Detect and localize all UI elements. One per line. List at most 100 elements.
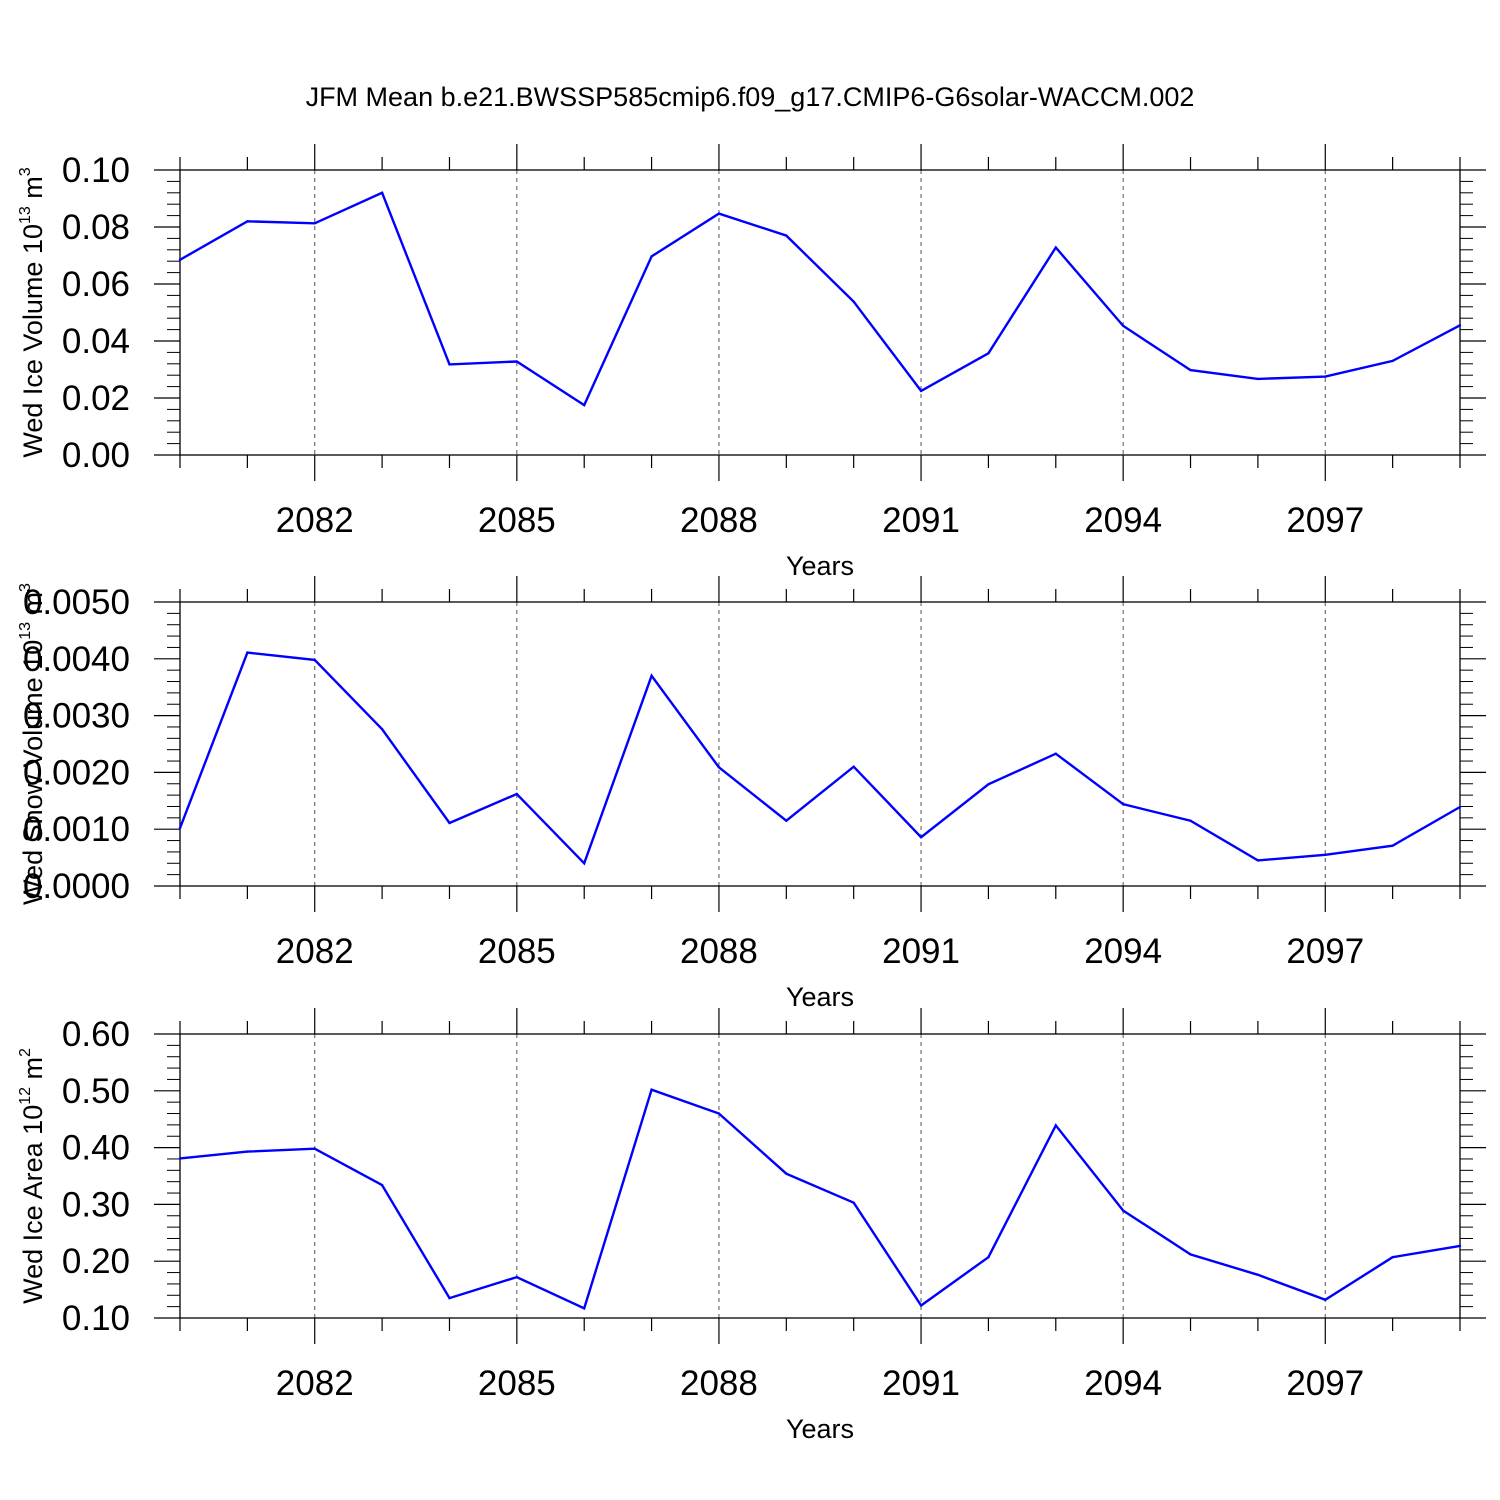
data-point: [583, 862, 586, 865]
y-axis-title: Wed Ice Area 1012 m2: [17, 1048, 48, 1304]
data-point: [313, 222, 316, 225]
data-point: [919, 1304, 923, 1307]
data-point: [717, 766, 721, 769]
data-point: [380, 1183, 384, 1187]
data-point: [515, 792, 519, 796]
x-tick-label: 2082: [276, 932, 354, 971]
data-point: [919, 835, 923, 839]
data-point: [1391, 1256, 1394, 1259]
data-point: [1121, 324, 1125, 328]
data-point: [380, 191, 384, 194]
data-point: [1458, 324, 1462, 327]
data-point: [1391, 844, 1394, 847]
y-tick-label: 0.0040: [23, 640, 130, 679]
x-axis-title: Years: [786, 1414, 854, 1444]
x-tick-label: 2082: [276, 1364, 354, 1403]
data-point: [178, 826, 182, 830]
series-line: [179, 1088, 1461, 1310]
data-point: [987, 783, 990, 786]
data-point: [785, 819, 788, 822]
data-point: [987, 1256, 990, 1259]
x-tick-label: 2085: [478, 1364, 556, 1403]
x-tick-label: 2085: [478, 932, 556, 971]
data-point: [178, 1157, 182, 1160]
series-line: [178, 651, 1461, 866]
y-tick-label: 0.0050: [23, 583, 130, 622]
data-point: [448, 363, 451, 366]
data-point: [1054, 1124, 1057, 1127]
data-point: [1256, 1273, 1260, 1277]
y-tick-label: 0.0020: [23, 753, 130, 792]
y-tick-label: 0.10: [62, 1299, 130, 1338]
x-tick-label: 2088: [680, 932, 758, 971]
x-tick-label: 2094: [1084, 932, 1162, 971]
y-tick-label: 0.20: [62, 1242, 130, 1281]
data-point: [1054, 246, 1057, 249]
y-axis-title: Wed Ice Volume 1013 m3: [17, 167, 48, 457]
x-tick-label: 2091: [882, 1364, 960, 1403]
x-axis-title: Years: [786, 982, 854, 1012]
y-tick-label: 0.40: [62, 1129, 130, 1168]
x-tick-label: 2085: [478, 501, 556, 540]
data-point: [313, 1147, 316, 1150]
x-tick-label: 2094: [1084, 501, 1162, 540]
panel-1: 2082 2085 2088 2091 2094 2097 Years 0.00 0.02 0.0…: [17, 144, 1486, 581]
y-axis-title: Wed Snow Volume 1013 m3: [17, 583, 48, 905]
data-point: [515, 360, 519, 363]
data-point: [246, 651, 249, 654]
series-line: [179, 191, 1461, 407]
data-point: [1054, 752, 1057, 755]
data-point: [1121, 1209, 1125, 1212]
y-tick-label: 0.06: [62, 265, 130, 304]
data-point: [650, 674, 653, 678]
data-point: [1458, 805, 1462, 809]
x-tick-label: 2094: [1084, 1364, 1162, 1403]
data-point: [380, 728, 384, 731]
data-point: [852, 1201, 855, 1204]
panels: 2082 2085 2088 2091 2094 2097 Years 0.00 0.02 0.0…: [17, 144, 1486, 1444]
chart-title: JFM Mean b.e21.BWSSP585cmip6.f09_g17.CMI…: [306, 82, 1195, 112]
y-tick-label: 0.00: [62, 436, 130, 475]
data-point: [717, 212, 721, 215]
data-point: [178, 258, 182, 261]
data-point: [1324, 1298, 1327, 1302]
x-tick-label: 2097: [1286, 932, 1364, 971]
data-point: [1458, 1244, 1462, 1248]
data-point: [717, 1112, 721, 1115]
data-point: [650, 255, 653, 258]
data-point: [1256, 859, 1260, 862]
x-tick-label: 2091: [882, 932, 960, 971]
y-tick-label: 0.02: [62, 379, 130, 418]
y-tick-label: 0.0000: [23, 867, 130, 906]
data-point: [785, 1172, 788, 1175]
x-tick-label: 2088: [680, 1364, 758, 1403]
x-tick-label: 2082: [276, 501, 354, 540]
data-point: [246, 220, 249, 223]
data-point: [1391, 359, 1394, 363]
data-point: [1189, 1253, 1192, 1256]
y-tick-label: 0.50: [62, 1072, 130, 1111]
data-point: [1189, 819, 1192, 822]
x-tick-label: 2091: [882, 501, 960, 540]
data-point: [448, 821, 451, 825]
plot-frame: [179, 1033, 1461, 1319]
y-tick-label: 0.04: [62, 322, 130, 361]
data-point: [919, 389, 923, 393]
data-point: [785, 234, 788, 237]
data-point: [1189, 368, 1192, 372]
data-point: [1324, 375, 1327, 378]
data-point: [987, 352, 990, 355]
y-tick-label: 0.60: [62, 1015, 130, 1054]
y-tick-label: 0.0030: [23, 697, 130, 736]
panel-2: 2082 2085 2088 2091 2094 2097 Years 0.0000 0.001…: [17, 576, 1486, 1012]
data-point: [246, 1150, 249, 1153]
data-point: [515, 1275, 519, 1279]
x-axis-title: Years: [786, 551, 854, 581]
data-point: [1121, 803, 1125, 806]
data-point: [313, 658, 316, 662]
plot-frame: [179, 169, 1461, 456]
data-point: [852, 765, 855, 768]
y-tick-label: 0.0010: [23, 810, 130, 849]
